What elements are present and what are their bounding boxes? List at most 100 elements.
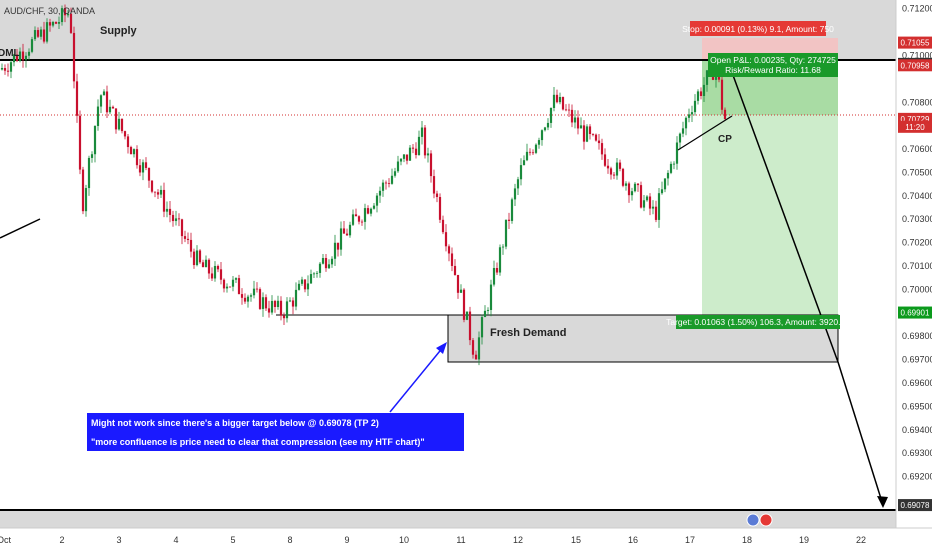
event-flag-icon-2[interactable] [759,513,773,527]
price-tag-label: 0.70729 [901,115,930,124]
candle-body [372,205,376,209]
x-tick-label: 2 [59,535,64,545]
candle-body [534,144,538,153]
candle-body [600,143,604,155]
y-tick-label: 0.69500 [902,401,932,411]
candle-body [201,262,205,268]
candle-body [447,246,451,254]
candle-body [309,274,313,284]
candle-body [666,172,670,179]
candle-body [720,79,724,110]
candle-body [153,191,157,193]
candle-body [408,147,412,161]
candle-body [51,22,55,26]
candle-body [546,122,550,128]
tp2-zone [0,510,896,528]
candle-body [687,114,691,118]
candle-body [3,68,7,71]
candle-body [441,219,445,233]
candle-body [510,199,514,221]
candle-body [228,286,232,288]
candle-body [663,178,667,190]
candle-body [576,117,580,129]
candle-body [519,165,523,180]
candle-body [456,274,460,293]
candle-body [390,175,394,184]
candle-body [426,153,430,156]
candle-body [225,286,229,289]
candle-body [300,279,304,284]
candle-body [591,134,595,135]
x-tick-label: 22 [856,535,866,545]
price-tag-label: 0.71055 [901,39,930,48]
candle-body [108,106,112,113]
candle-body [210,273,214,279]
candle-body [627,183,631,196]
candle-body [474,354,478,360]
candle-body [168,208,172,215]
candle-body [612,174,616,176]
y-tick-label: 0.71200 [902,4,932,14]
candle-body [723,109,727,120]
x-axis: Oct 2 3 4 5 8 9 10 11 12 15 16 17 18 19 22 [0,535,866,545]
projection-arrow-head [877,496,888,508]
candle-body [159,189,163,195]
candle-body [495,267,499,273]
candle-body [582,125,586,142]
x-tick-label: 8 [287,535,292,545]
candle-body [333,242,337,259]
candle-body [87,157,91,189]
candle-body [12,54,16,63]
candle-body [468,311,472,341]
candle-body [174,218,178,222]
candle-body [246,296,250,302]
candle-body [186,238,190,240]
price-tag-box [898,306,932,319]
candle-body [528,151,532,153]
candle-body [399,158,403,162]
note-box [87,413,464,451]
candle-body [384,182,388,184]
candle-body [288,300,292,302]
candle-body [639,185,643,208]
x-tick-label: 4 [173,535,178,545]
candle-body [93,125,97,155]
note-arrow-head [436,342,447,354]
price-tag-label: 0.69078 [901,501,930,510]
x-tick-label: Oct [0,535,11,545]
candle-body [624,183,628,186]
candle-body [30,39,34,52]
candle-body [342,228,346,234]
price-tag-box [898,59,932,72]
candle-body [402,154,406,159]
candle-body [336,242,340,250]
candle-body [327,264,331,269]
candle-body [462,289,466,320]
candle-body [429,153,433,177]
candle-body [345,233,349,236]
x-tick-label: 5 [230,535,235,545]
candle-body [525,151,529,161]
candle-body [216,265,220,270]
candle-body [291,300,295,307]
candle-body [144,162,148,168]
symbol-label: AUD/CHF, 30, OANDA [4,6,95,16]
candle-body [492,267,496,285]
candle-body [189,239,193,252]
candle-body [396,161,400,172]
note-line1: Might not work since there's a bigger ta… [91,418,379,428]
candle-body [129,147,133,155]
candle-body [393,171,397,176]
candle-body [432,176,436,194]
candle-body [702,84,706,97]
candle-body [117,118,121,130]
candle-body [660,189,664,194]
candle-body [498,247,502,273]
candle-body [132,149,136,155]
cp-label: CP [718,134,732,145]
candle-body [255,288,259,290]
candle-body [480,317,484,338]
candle-body [207,259,211,274]
y-tick-label: 0.69400 [902,425,932,435]
event-flag-icon[interactable] [746,513,760,527]
